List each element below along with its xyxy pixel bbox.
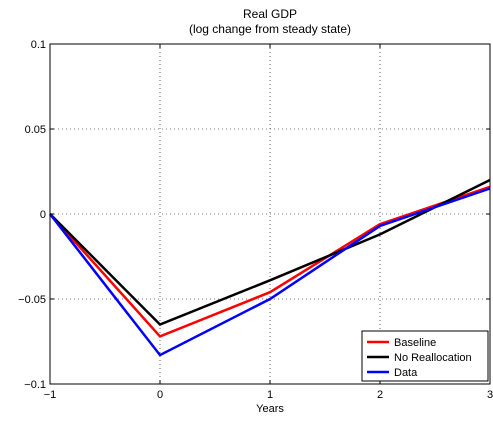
y-tick-label: −0.1 [24,379,46,391]
series-line-data [49,187,491,357]
legend-label: No Reallocation [394,352,472,364]
y-tick-label: 0 [40,209,46,221]
x-tick-label: 0 [157,389,163,401]
axis-ticks: −1 0 1 2 3 −0.1 −0.05 0 0.05 0.1 [18,39,493,401]
y-tick-label: −0.05 [18,294,46,306]
y-tick-label: 0.05 [25,124,46,136]
x-tick-label: 3 [487,389,493,401]
legend-label: Data [394,367,418,379]
x-tick-label: −1 [44,389,57,401]
chart-subtitle: (log change from steady state) [189,22,351,36]
legend: Baseline No Reallocation Data [361,330,489,382]
x-tick-label: 1 [267,389,273,401]
series-layer [49,178,491,357]
series-line-no-reallocation [49,178,491,326]
chart-title: Real GDP [243,7,297,21]
legend-label: Baseline [394,337,436,349]
x-tick-label: 2 [377,389,383,401]
y-tick-label: 0.1 [31,39,46,51]
x-axis-label: Years [256,403,284,415]
series-line-baseline [49,185,491,338]
